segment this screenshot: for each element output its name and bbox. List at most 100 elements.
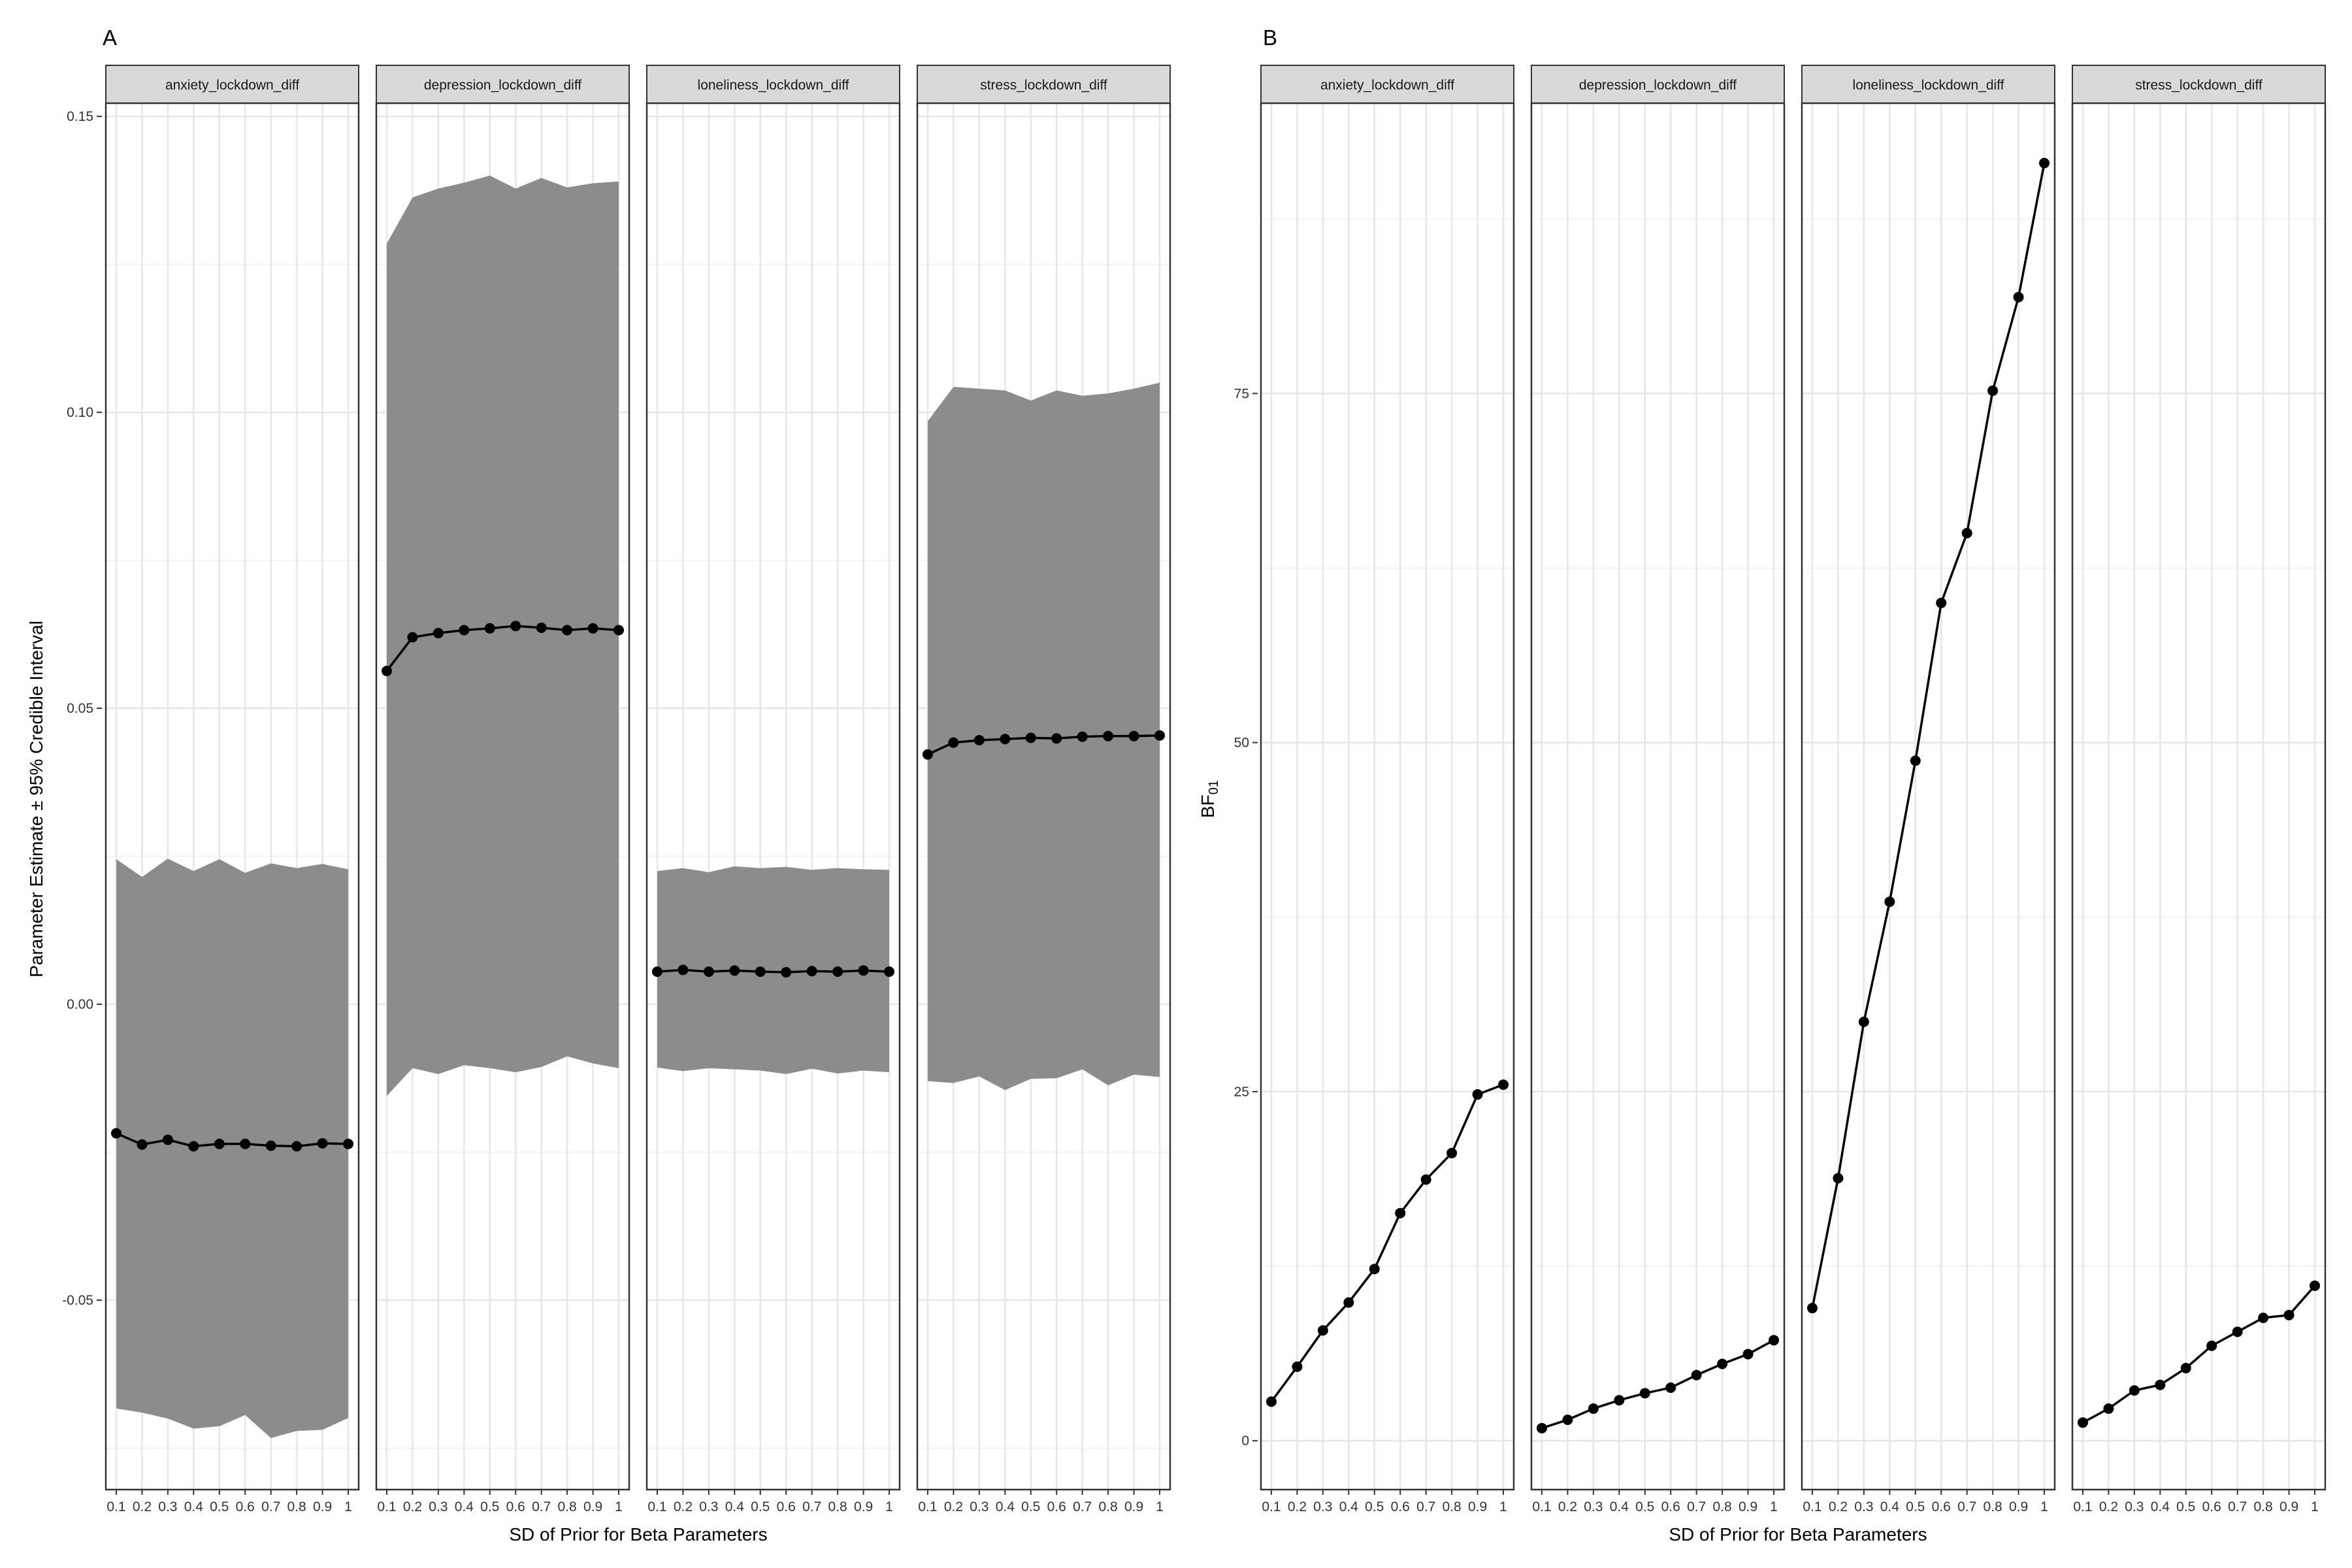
plot-background [2072,103,2325,1490]
plot-background [647,103,900,1490]
facet-strip-label: stress_lockdown_diff [980,78,1107,93]
x-tick-label: 0.8 [2254,1499,2273,1514]
data-point [922,749,933,760]
x-tick-label: 0.7 [2228,1499,2247,1514]
data-point [1000,734,1011,745]
x-tick-label: 0.9 [1739,1499,1757,1514]
data-point [755,966,766,977]
data-point [1987,385,1999,396]
x-tick-label: 0.9 [854,1499,873,1514]
facet-strip-label: depression_lockdown_diff [1579,78,1737,93]
panel-a-y-axis-title: Parameter Estimate ± 95% Credible Interv… [26,621,46,977]
data-point [1077,731,1088,742]
series-line [1541,1339,1774,1429]
data-point [240,1138,251,1149]
data-point [1051,733,1062,744]
x-tick-label: 0.5 [210,1499,229,1514]
x-tick-label: 1 [2311,1499,2319,1514]
x-tick-label: 0.3 [158,1499,177,1514]
x-tick-label: 0.8 [558,1499,577,1514]
panel-b-tag: B [1263,25,1277,50]
series-line [927,734,1160,756]
y-tick-label: 75 [1234,386,1249,401]
x-tick-label: 0.2 [944,1499,963,1514]
x-tick-label: 0.4 [725,1499,745,1514]
series-line [1270,1083,1504,1403]
x-tick-label: 0.3 [1854,1499,1873,1514]
data-point [884,966,895,977]
data-point [343,1138,354,1149]
data-point [1717,1358,1728,1369]
x-tick-label: 1 [1770,1499,1778,1514]
data-point [1833,1173,1844,1184]
x-tick-label: 0.2 [1558,1499,1577,1514]
data-point [1742,1348,1754,1360]
credible-interval-ribbon [116,858,349,1439]
y-tick-label: 0 [1241,1433,1249,1448]
x-tick-label: 1 [344,1499,352,1514]
x-tick-label: 0.3 [2125,1499,2144,1514]
x-tick-label: 0.5 [1635,1499,1654,1514]
data-point [1103,730,1114,742]
x-tick-label: 0.9 [583,1499,602,1514]
bf-label: BF [1198,794,1218,818]
facet-strip-label: loneliness_lockdown_diff [698,78,849,93]
data-point [1858,1017,1869,1028]
data-point [291,1141,302,1152]
data-point [806,966,817,977]
facet-strip [1260,65,1514,104]
x-tick-label: 0.5 [1906,1499,1925,1514]
data-point [1292,1361,1303,1372]
data-point [729,965,740,976]
data-point [858,965,869,976]
facet-strip-label: depression_lockdown_diff [424,78,581,93]
data-point [678,964,689,975]
facet-strip [2072,65,2326,104]
x-tick-label: 0.9 [1468,1499,1487,1514]
x-tick-label: 0.7 [1416,1499,1435,1514]
x-tick-label: 0.6 [1661,1499,1680,1514]
x-tick-label: 0.8 [287,1499,306,1514]
x-tick-label: 0.2 [1829,1499,1848,1514]
panel-border [1801,102,2056,1491]
data-point [484,623,495,634]
data-point [781,967,792,978]
data-point [510,621,521,632]
x-tick-label: 0.7 [1687,1499,1706,1514]
x-tick-label: 0.5 [480,1499,499,1514]
x-tick-label: 0.7 [1957,1499,1976,1514]
series-line [1811,163,2046,1309]
data-point [2206,1340,2217,1351]
x-tick-label: 0.2 [133,1499,152,1514]
y-tick-label: 0.00 [67,997,93,1012]
x-tick-label: 0.9 [2009,1499,2028,1514]
facet-anxiety-lockdown-diff: anxiety_lockdown_diff 0.1 0.2 0.3 0.4 0.5 0.6 0… [105,65,360,1514]
x-tick-label: 0.2 [1288,1499,1307,1514]
panel-border [1260,102,1515,1491]
x-tick-label: 0.3 [1584,1499,1603,1514]
facet-strip-label: anxiety_lockdown_diff [165,78,299,93]
data-point [1691,1369,1702,1380]
x-tick-label: 0.3 [429,1499,448,1514]
data-point [2180,1363,2191,1374]
data-point [2129,1385,2140,1396]
x-tick-label: 0.4 [1880,1499,1900,1514]
x-tick-label: 0.5 [1365,1499,1384,1514]
y-tick-label: 25 [1234,1085,1249,1100]
series-line [657,968,890,973]
data-point [1498,1079,1509,1090]
y-tick-label: 50 [1234,736,1249,751]
data-point [1936,597,1947,608]
facet-strip [1801,65,2055,104]
data-point [433,628,444,639]
data-point [1562,1414,1573,1426]
data-point [1472,1089,1483,1100]
data-point [381,666,392,677]
data-point [1665,1382,1676,1393]
x-tick-label: 1 [1156,1499,1164,1514]
data-point [2013,291,2024,302]
data-point [613,625,625,636]
facet-strip [646,65,900,104]
x-tick-label: 0.6 [2202,1499,2221,1514]
